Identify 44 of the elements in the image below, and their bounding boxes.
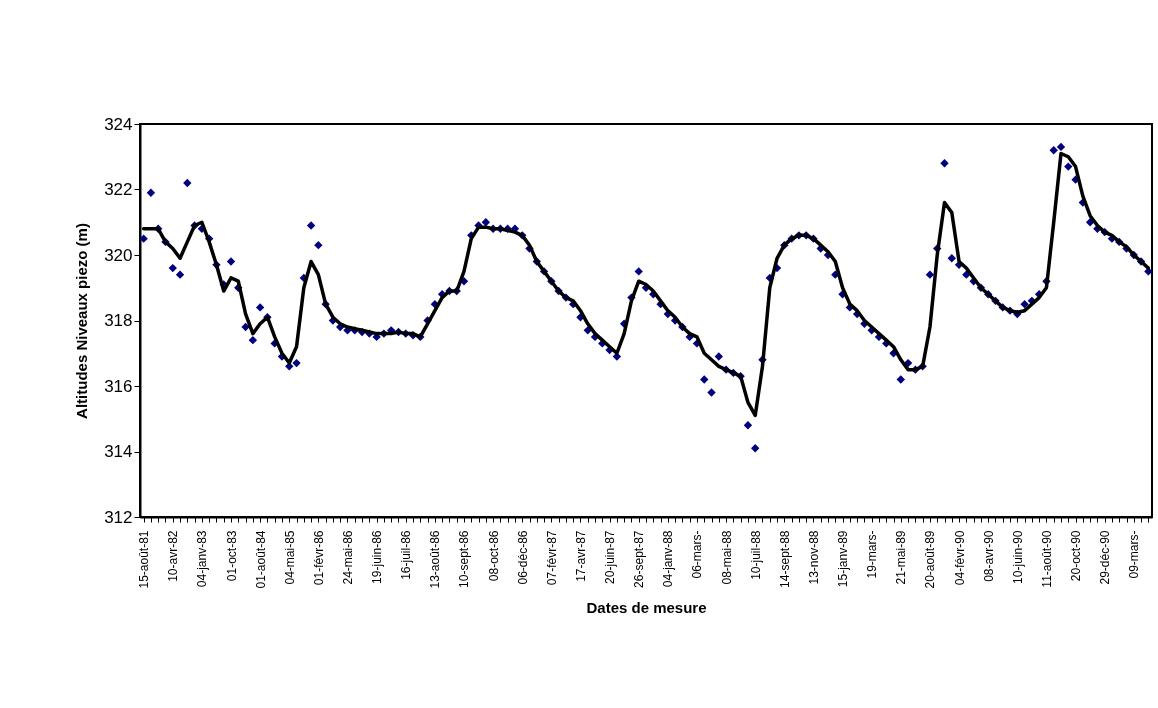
x-tick-label: 04-mai-85 [282, 530, 297, 585]
y-tick-label: 324 [104, 114, 133, 134]
x-tick-label: 11-août-90 [1039, 530, 1054, 588]
x-tick-label: 16-juil-86 [399, 530, 414, 580]
x-tick-label: 26-sept-87 [632, 530, 647, 588]
x-tick-label: 01-févr-86 [311, 530, 326, 586]
x-tick-label: 21-mai-89 [894, 530, 909, 585]
y-tick-label: 316 [104, 376, 133, 396]
x-tick-label: 19-mars- [865, 530, 880, 579]
y-axis-title: Altitudes Niveaux piezo (m) [73, 223, 91, 419]
x-tick-label: 15-août-81 [137, 530, 152, 589]
x-tick-label: 10-juin-90 [1010, 530, 1025, 584]
x-tick-label: 13-août-86 [428, 530, 443, 589]
x-tick-label: 09-mars- [1127, 530, 1142, 579]
x-tick-label: 04-janv-83 [195, 530, 210, 588]
x-tick-label: 10-avr-82 [166, 530, 181, 582]
x-tick-label: 01-oct-83 [224, 530, 239, 582]
x-tick-label: 17-avr-87 [573, 530, 588, 582]
x-tick-label: 20-juin-87 [603, 530, 618, 584]
x-tick-label: 10-juil-88 [748, 530, 763, 580]
x-tick-label: 20-août-89 [923, 530, 938, 589]
x-tick-label: 10-sept-86 [457, 530, 472, 588]
y-tick-label: 314 [104, 442, 133, 461]
y-tick-label: 320 [104, 245, 133, 265]
x-tick-label: 04-janv-88 [661, 530, 676, 588]
x-tick-label: 13-nov-88 [806, 530, 821, 585]
x-tick-label: 19-juin-86 [370, 530, 385, 584]
y-tick-label: 318 [104, 311, 133, 330]
x-tick-label: 07-févr-87 [544, 530, 559, 586]
x-tick-label: 29-déc-90 [1098, 530, 1113, 585]
x-tick-label: 01-août-84 [253, 530, 268, 589]
x-tick-label: 08-avr-90 [981, 530, 996, 582]
y-tick-label: 322 [104, 180, 133, 199]
x-tick-label: 15-janv-89 [836, 530, 851, 588]
y-tick-label: 312 [104, 507, 133, 527]
x-axis-title: Dates de mesure [586, 598, 707, 616]
x-tick-label: 08-mai-88 [719, 530, 734, 585]
x-tick-label: 08-oct-86 [486, 530, 501, 582]
x-tick-label: 06-mars- [690, 530, 705, 579]
x-tick-label: 04-févr-90 [952, 530, 967, 586]
x-tick-label: 06-déc-86 [515, 530, 530, 585]
x-tick-label: 24-mai-86 [341, 530, 355, 585]
x-tick-label: 14-sept-88 [777, 530, 792, 588]
x-tick-label: 20-oct-90 [1069, 530, 1084, 582]
